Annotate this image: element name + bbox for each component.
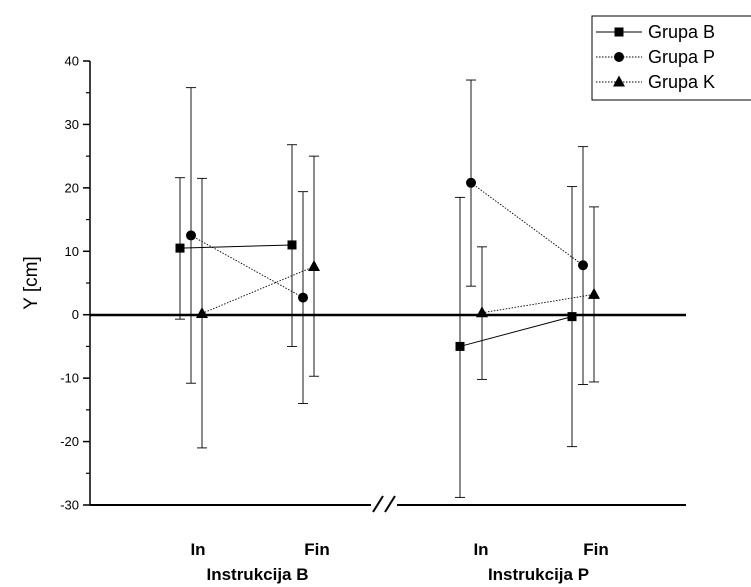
series-grupa-b — [175, 144, 577, 498]
y-tick-label: 0 — [72, 307, 79, 322]
y-tick-labels: -30 -20 -10 0 10 20 30 40 — [60, 54, 79, 513]
x-category-label: Fin — [304, 540, 330, 559]
series-grupa-p — [186, 79, 588, 404]
series-line — [201, 266, 315, 314]
data-point — [476, 306, 488, 318]
series-layer — [175, 79, 600, 498]
data-point — [455, 341, 465, 351]
legend-marker — [614, 27, 624, 37]
axis-break-mark — [372, 495, 396, 513]
data-point — [466, 177, 476, 188]
y-tick-label: 40 — [65, 54, 79, 69]
x-category-label: In — [473, 540, 488, 559]
legend-label: Grupa P — [648, 47, 715, 67]
y-tick-label: 30 — [65, 117, 79, 132]
y-tick-label: -30 — [60, 498, 79, 513]
y-tick-label: 20 — [65, 180, 79, 195]
legend-label: Grupa B — [648, 22, 715, 42]
series-line — [179, 244, 293, 249]
data-point — [308, 260, 320, 272]
legend: Grupa B Grupa P Grupa K — [591, 15, 751, 101]
data-point — [175, 243, 185, 253]
series-line — [470, 182, 584, 266]
data-point — [186, 230, 196, 241]
legend-label: Grupa K — [648, 72, 715, 92]
legend-marker — [613, 75, 625, 87]
series-line — [481, 293, 595, 314]
data-point — [578, 260, 588, 271]
x-group-label: Instrukcija P — [488, 565, 589, 584]
y-tick-label: 10 — [65, 244, 79, 259]
data-point — [287, 240, 297, 250]
y-major-ticks — [83, 60, 90, 506]
x-category-label: In — [190, 540, 205, 559]
y-tick-label: -10 — [60, 371, 79, 386]
data-point — [567, 312, 577, 322]
y-tick-label: -20 — [60, 434, 79, 449]
series-line — [459, 316, 573, 347]
series-line — [190, 235, 304, 298]
data-point — [196, 306, 208, 318]
data-point — [298, 292, 308, 303]
y-axis-title: Y [cm] — [21, 256, 42, 310]
series-grupa-k — [196, 155, 600, 449]
x-category-label: Fin — [583, 540, 609, 559]
data-point — [588, 287, 600, 299]
x-group-label: Instrukcija B — [206, 565, 308, 584]
legend-marker — [614, 52, 624, 62]
